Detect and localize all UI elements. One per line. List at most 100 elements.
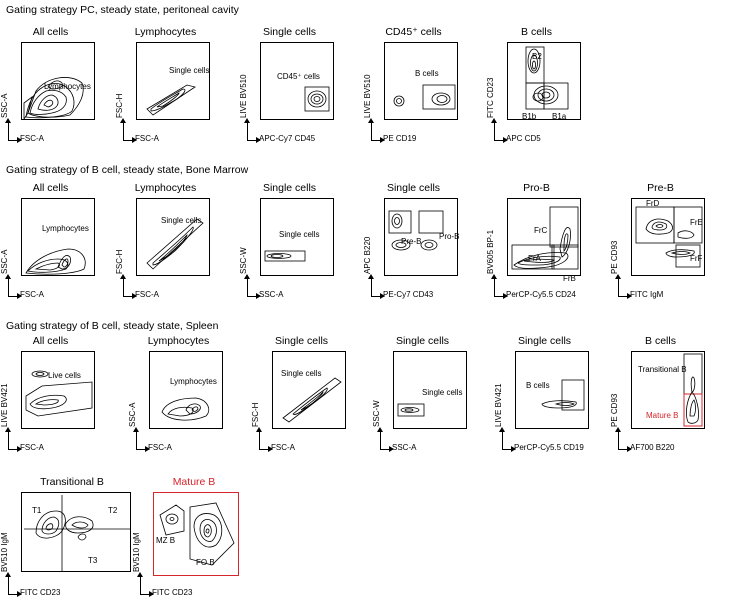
- x-arrow-head: [380, 137, 385, 143]
- x-arrow-head: [511, 446, 516, 452]
- panel-bm-pro-b: Pro-B FrC FrA FrB BV605 BP-1 PerCP-Cy5.5…: [486, 182, 585, 308]
- x-axis-label: FITC CD23: [20, 588, 61, 597]
- x-arrow-head: [627, 293, 632, 299]
- y-axis-label: SSC-A: [0, 249, 9, 274]
- y-axis-arrow-line: [123, 279, 124, 297]
- gate-label-b2: B2: [532, 52, 542, 61]
- y-axis-arrow-line: [259, 432, 260, 450]
- gate-label: B cells: [526, 381, 550, 390]
- section-title-bm: Gating strategy of B cell, steady state,…: [6, 164, 249, 176]
- y-arrow-head: [5, 118, 11, 123]
- x-axis-arrow-line: [259, 449, 270, 450]
- y-axis-label: SSC-A: [128, 402, 137, 427]
- gate-label-mz-b: MZ B: [156, 536, 176, 545]
- y-axis-arrow-line: [8, 432, 9, 450]
- panel-title: All cells: [32, 335, 69, 347]
- y-axis-label: FSC-H: [115, 249, 124, 274]
- y-arrow-head: [5, 427, 11, 432]
- x-arrow-head: [17, 591, 22, 597]
- contour-plot: [264, 250, 306, 262]
- plot-area: [21, 198, 95, 276]
- x-axis-label: FSC-A: [20, 443, 44, 452]
- plot-area: [149, 351, 223, 429]
- panel-pc-b-cells: B cells B2 B1b B1a FITC CD23 APC CD5: [486, 26, 585, 152]
- plot-area: [384, 42, 458, 120]
- panel-title: Pre-B: [647, 182, 674, 194]
- x-axis-arrow-line: [618, 296, 629, 297]
- x-axis-arrow-line: [123, 140, 134, 141]
- y-arrow-head: [120, 274, 126, 279]
- gate-label: Single cells: [161, 216, 202, 225]
- x-arrow-head: [389, 446, 394, 452]
- panel-bm-single-cells-cd43: Single cells Pre-B Pro-B APC B220 PE-Cy7…: [363, 182, 462, 308]
- panel-pc-all-cells: All cells Lymphocytes SSC-A FSC-A: [0, 26, 99, 152]
- panel-title: Mature B: [172, 476, 216, 488]
- x-arrow-head: [149, 591, 154, 597]
- contour-plot: [25, 370, 93, 417]
- x-axis-label: FSC-A: [20, 134, 44, 143]
- x-axis-arrow-line: [8, 296, 19, 297]
- gate-label: Lymphocytes: [170, 377, 217, 386]
- x-axis-arrow-line: [8, 140, 19, 141]
- gate-label: Lymphocytes: [44, 82, 91, 91]
- y-arrow-head: [137, 572, 143, 577]
- panel-mature-b: Mature B MZ B FO B BV510 IgM FITC CD23: [132, 476, 244, 602]
- x-arrow-head: [256, 293, 261, 299]
- x-arrow-head: [380, 293, 385, 299]
- x-arrow-head: [627, 446, 632, 452]
- x-axis-arrow-line: [502, 449, 513, 450]
- x-axis-label: FITC CD23: [152, 588, 193, 597]
- x-arrow-head: [145, 446, 150, 452]
- gate-label-frb: FrB: [563, 274, 576, 283]
- x-axis-arrow-line: [494, 296, 505, 297]
- x-axis-label: PerCP-Cy5.5 CD24: [506, 290, 576, 299]
- x-axis-arrow-line: [247, 296, 258, 297]
- plot-area: [631, 198, 705, 276]
- panel-pc-lymphocytes: Lymphocytes Single cells FSC-H FSC-A: [115, 26, 214, 152]
- y-axis-label: FITC CD23: [486, 77, 495, 118]
- plot-area: [136, 42, 210, 120]
- panel-title: Lymphocytes: [147, 335, 210, 347]
- y-arrow-head: [368, 274, 374, 279]
- contour-plot: [24, 495, 130, 571]
- contour-plot: [397, 403, 425, 417]
- x-axis-arrow-line: [140, 594, 151, 595]
- panel-title: Transitional B: [40, 476, 104, 488]
- x-axis-arrow-line: [123, 296, 134, 297]
- y-axis-label: LIVE BV510: [239, 74, 248, 118]
- y-arrow-head: [133, 427, 139, 432]
- gate-label: Live cells: [48, 371, 81, 380]
- gate-label-fre: FrE: [690, 218, 703, 227]
- x-axis-label: FSC-A: [20, 290, 44, 299]
- panel-spleen-b-cells: B cells Transitional B Mature B PE CD93 …: [610, 335, 709, 461]
- x-axis-label: PE-Cy7 CD43: [383, 290, 434, 299]
- gate-label-mature-b: Mature B: [646, 411, 679, 420]
- y-axis-arrow-line: [8, 123, 9, 141]
- y-axis-arrow-line: [140, 577, 141, 595]
- gate-label: Lymphocytes: [42, 224, 89, 233]
- contour-plot: [146, 218, 204, 270]
- panel-title: Single cells: [262, 26, 317, 38]
- y-axis-label: LIVE BV421: [494, 383, 503, 427]
- gate-label-pre-b: Pre-B: [401, 237, 422, 246]
- gate-label-t3: T3: [88, 556, 98, 565]
- x-arrow-head: [256, 137, 261, 143]
- x-axis-label: SSC-A: [259, 290, 284, 299]
- panel-title: All cells: [32, 182, 69, 194]
- y-arrow-head: [499, 427, 505, 432]
- x-arrow-head: [17, 293, 22, 299]
- x-axis-arrow-line: [8, 594, 19, 595]
- contour-plot: [393, 84, 456, 110]
- gate-label-fra: FrA: [528, 254, 541, 263]
- plot-area: [393, 351, 467, 429]
- x-axis-arrow-line: [371, 140, 382, 141]
- contour-plot: [304, 86, 330, 112]
- panel-bm-pre-b: Pre-B FrD FrE FrF PE CD93 FITC IgM: [610, 182, 709, 308]
- plot-area: [21, 351, 95, 429]
- y-axis-arrow-line: [123, 123, 124, 141]
- panel-title: CD45⁺ cells: [385, 26, 442, 38]
- plot-area: [260, 42, 334, 120]
- gate-label-b1a: B1a: [552, 112, 567, 121]
- panel-bm-all-cells: All cells Lymphocytes SSC-A FSC-A: [0, 182, 99, 308]
- y-axis-label: FSC-H: [251, 402, 260, 427]
